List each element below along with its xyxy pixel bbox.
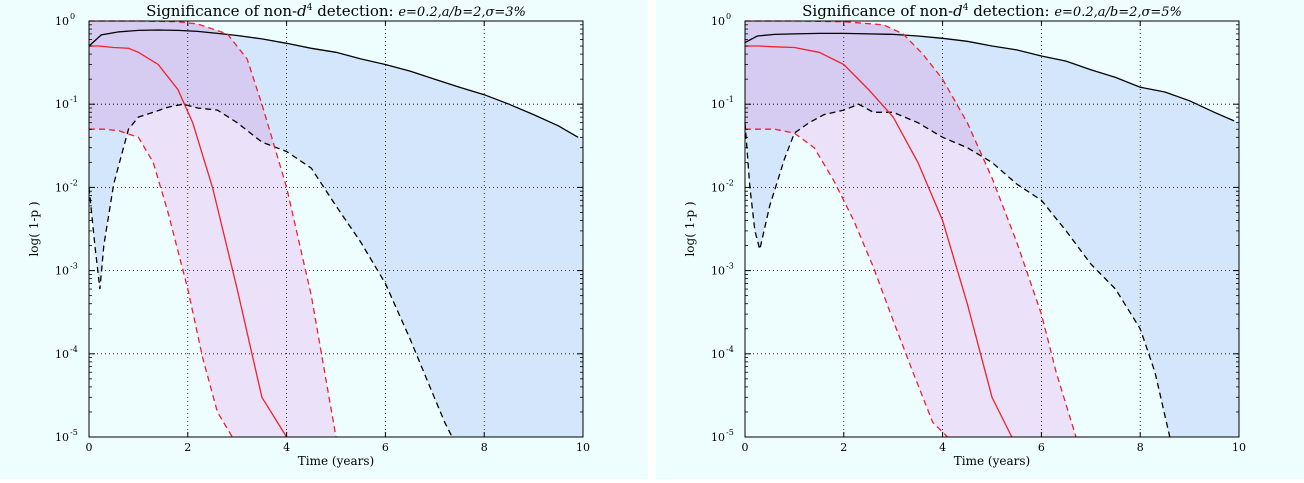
y-tick-label: 10	[55, 98, 69, 111]
title-prefix: Significance of non-	[802, 2, 953, 20]
x-tick-label: 6	[1038, 441, 1045, 454]
y-tick-exponent: -4	[70, 345, 78, 354]
y-tick-label: 10	[711, 348, 725, 361]
y-tick-label: 10	[55, 348, 69, 361]
title-exponent: 4	[963, 3, 969, 13]
title-params: e=0.2,a/b=2,σ=5%	[1054, 5, 1182, 20]
x-tick-label: 4	[283, 441, 290, 454]
pink-confidence-band	[89, 21, 336, 437]
x-tick-label: 6	[382, 441, 389, 454]
y-tick-exponent: -5	[70, 428, 78, 437]
title-exponent: 4	[307, 3, 313, 13]
y-tick-exponent: -2	[726, 178, 734, 187]
series-black-dashed	[88, 103, 453, 438]
title-middle: detection:	[312, 2, 398, 20]
series-red-dashed-lower	[89, 128, 233, 438]
y-tick-exponent: -3	[70, 262, 78, 271]
y-tick-label: 10	[55, 431, 69, 444]
y-tick-exponent: -3	[726, 262, 734, 271]
blue-confidence-band	[89, 30, 583, 437]
y-tick-exponent: -1	[70, 95, 78, 104]
series-black-solid	[88, 29, 579, 138]
x-tick-label: 8	[481, 441, 488, 454]
axes-frame	[744, 20, 1240, 438]
series-black-dashed	[744, 103, 1171, 438]
series-red-dashed-upper	[745, 20, 1077, 438]
x-tick-label: 2	[184, 441, 191, 454]
y-tick-label: 10	[55, 265, 69, 278]
y-tick-exponent: -1	[726, 95, 734, 104]
x-tick-label: 0	[742, 441, 749, 454]
chart-panel-left: 0 2 4 6 8 10 10 0 10 -1 10 -2 10 -3 10 -4 10 -5 Significa…	[0, 0, 648, 479]
series-red-solid	[89, 45, 288, 438]
chart-title: Significance of non-d4 detection: e=0.2,…	[802, 2, 1182, 20]
x-tick-label: 0	[86, 441, 93, 454]
chart-panel-right: 0 2 4 6 8 10 10 0 10 -1 10 -2 10 -3 10 -4 10 -5 Significa…	[656, 0, 1304, 479]
series-red-solid	[745, 45, 1013, 438]
title-d: d	[297, 2, 307, 20]
series-black-solid	[744, 32, 1235, 122]
axes-frame	[88, 20, 584, 438]
y-tick-label: 10	[711, 265, 725, 278]
y-tick-exponent: 0	[70, 12, 75, 21]
y-tick-label: 10	[711, 181, 725, 194]
y-tick-label: 10	[711, 15, 725, 28]
x-axis-label: Time (years)	[298, 454, 374, 468]
y-axis-label: log( 1-p )	[27, 201, 41, 256]
x-tick-label: 2	[840, 441, 847, 454]
y-tick-label: 10	[55, 15, 69, 28]
x-axis-label: Time (years)	[954, 454, 1030, 468]
blue-confidence-band	[745, 33, 1239, 438]
title-d: d	[953, 2, 963, 20]
series-red-dashed-lower	[745, 128, 948, 438]
title-middle: detection:	[968, 2, 1054, 20]
y-tick-label: 10	[711, 98, 725, 111]
y-tick-label: 10	[711, 431, 725, 444]
y-tick-label: 10	[55, 181, 69, 194]
title-prefix: Significance of non-	[146, 2, 297, 20]
x-tick-label: 10	[1232, 441, 1246, 454]
x-tick-label: 4	[939, 441, 946, 454]
title-params: e=0.2,a/b=2,σ=3%	[398, 5, 526, 20]
chart-title: Significance of non-d4 detection: e=0.2,…	[146, 2, 526, 20]
y-tick-exponent: -2	[70, 178, 78, 187]
pink-confidence-band	[745, 21, 1076, 437]
x-tick-label: 8	[1137, 441, 1144, 454]
y-tick-exponent: -4	[726, 345, 734, 354]
series-red-dashed-upper	[89, 20, 337, 438]
x-tick-label: 10	[576, 441, 590, 454]
y-axis-label: log( 1-p )	[683, 201, 697, 256]
y-tick-exponent: 0	[726, 12, 731, 21]
y-tick-exponent: -5	[726, 428, 734, 437]
